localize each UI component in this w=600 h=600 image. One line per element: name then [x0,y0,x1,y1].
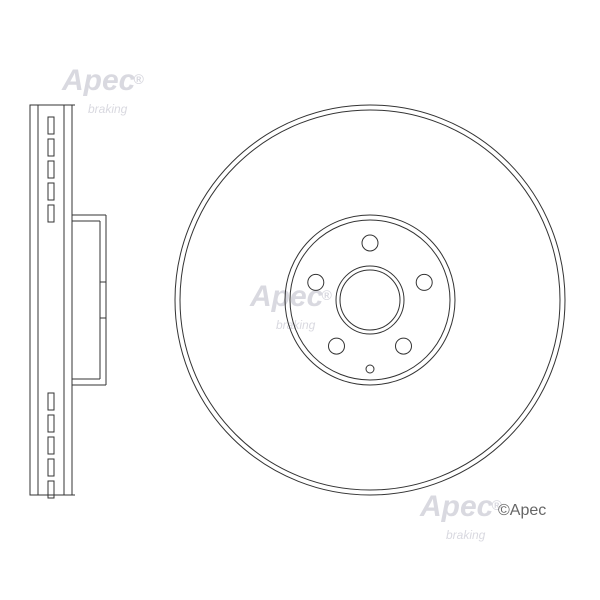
copyright-text: ©Apec [498,502,546,520]
diagram-canvas: Apec® braking Apec® braking Apec® brakin… [0,0,600,600]
